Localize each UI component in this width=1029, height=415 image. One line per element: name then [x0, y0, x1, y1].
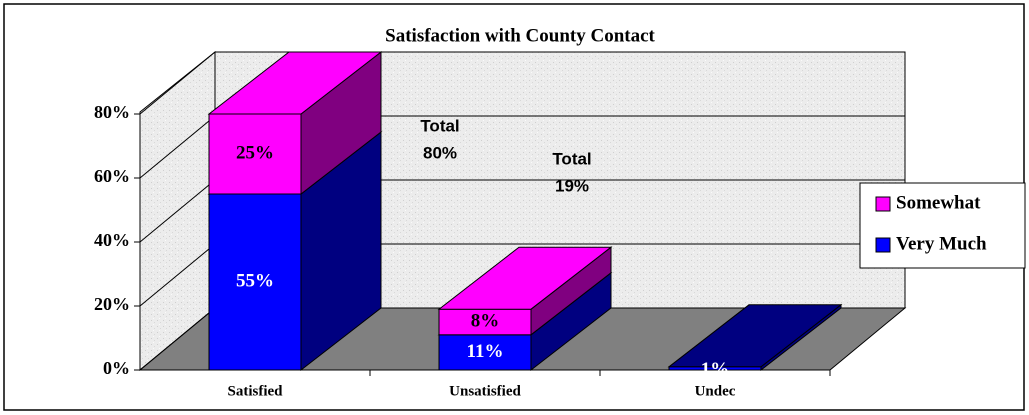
x-tick-label: Unsatisfied	[449, 383, 521, 399]
annotation: 19%	[555, 176, 589, 195]
bar-front	[208, 113, 302, 195]
x-tick-label: Undec	[695, 383, 736, 399]
x-tick-label: Satisfied	[227, 383, 283, 399]
annotation: Total	[420, 116, 459, 135]
legend-swatch	[875, 237, 891, 253]
y-tick-label: 80%	[94, 102, 130, 122]
data-label: 8%	[471, 310, 500, 331]
y-tick-label: 60%	[94, 166, 130, 186]
bar-top	[207, 51, 383, 115]
bar-top	[667, 304, 843, 368]
data-label: 55%	[236, 270, 274, 291]
legend-swatch	[875, 196, 891, 212]
annotation: 80%	[423, 143, 457, 162]
grid-line	[139, 51, 905, 115]
chart-title: Satisfaction with County Contact	[385, 25, 655, 46]
y-tick-label: 0%	[103, 358, 130, 378]
annotation: Total	[552, 149, 591, 168]
data-label: 11%	[467, 341, 504, 362]
bar-top	[437, 246, 613, 310]
y-tick-label: 40%	[94, 230, 130, 250]
y-tick-label: 20%	[94, 294, 130, 314]
bar-front	[438, 334, 532, 371]
data-label: 1%	[701, 359, 730, 380]
data-label: 25%	[236, 142, 274, 163]
legend-label: Somewhat	[896, 192, 981, 213]
legend-label: Very Much	[896, 233, 987, 254]
